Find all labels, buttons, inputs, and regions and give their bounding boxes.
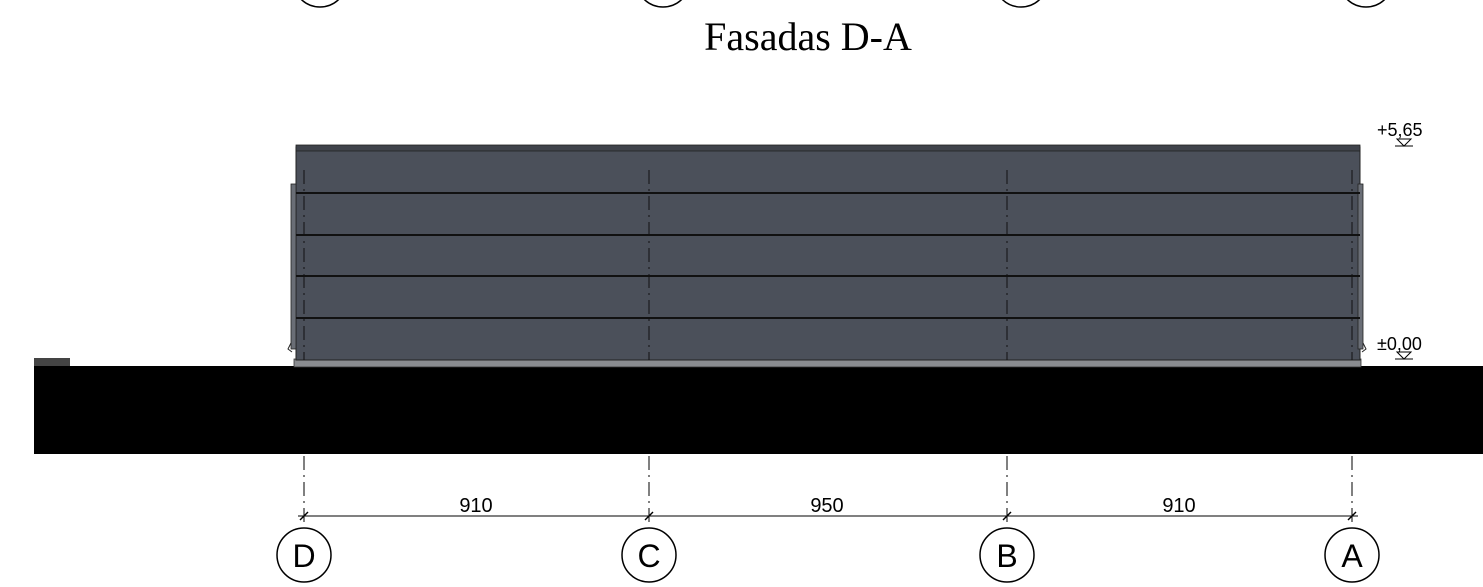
- top-grid-bubbles: [300, 0, 1386, 8]
- left-small-block: [34, 358, 70, 367]
- grid-bubble-circle: [979, 527, 1035, 583]
- level-triangle-icon: [1395, 351, 1413, 360]
- dimension-tick: [644, 511, 654, 521]
- ground-slab: [34, 366, 1483, 454]
- grid-label-d: D: [292, 538, 315, 574]
- grid-bubble-c: C: [621, 527, 677, 583]
- level-triangle-icon: [1395, 138, 1413, 147]
- right-trim-foot: [1361, 342, 1367, 353]
- grid-bubble-a: A: [1324, 527, 1380, 583]
- left-side-trim: [290, 183, 297, 350]
- panel-lines: [296, 192, 1360, 319]
- dimension-label-cb: 950: [810, 495, 843, 517]
- grid-bubble-circle: [1324, 527, 1380, 583]
- grid-bubbles: D C B A: [276, 527, 1380, 583]
- top-grid-bubble-a: [1346, 0, 1386, 8]
- dimension-tick: [1002, 511, 1012, 521]
- top-grid-bubble-b: [1001, 0, 1041, 8]
- dimension-tick: [1347, 511, 1357, 521]
- facade-body: [295, 146, 1361, 361]
- left-trim-foot: [287, 342, 293, 353]
- grid-label-c: C: [637, 538, 660, 574]
- right-side-trim: [1357, 183, 1364, 350]
- dimension-label-ba: 910: [1162, 495, 1195, 517]
- top-grid-bubble-d: [300, 0, 340, 8]
- grid-bubble-b: B: [979, 527, 1035, 583]
- level-label-top: +5,65: [1377, 120, 1423, 140]
- level-marker-top: +5,65: [1377, 120, 1423, 147]
- dimension-label-dc: 910: [459, 495, 492, 517]
- grid-label-a: A: [1341, 538, 1363, 574]
- grid-bubble-circle: [621, 527, 677, 583]
- drawing-title: Fasadas D-A: [704, 14, 912, 59]
- level-label-ground: ±0,00: [1377, 334, 1422, 354]
- dimension-ticks: [299, 511, 1357, 521]
- dimension-tick: [299, 511, 309, 521]
- grid-bubble-circle: [276, 527, 332, 583]
- axis-lines-below: [303, 456, 1353, 526]
- grid-bubble-d: D: [276, 527, 332, 583]
- level-marker-ground: ±0,00: [1377, 334, 1422, 360]
- facade-parapet: [295, 144, 1361, 152]
- grid-label-b: B: [996, 538, 1017, 574]
- top-grid-bubble-c: [643, 0, 683, 8]
- axis-lines-facade: [303, 170, 1353, 360]
